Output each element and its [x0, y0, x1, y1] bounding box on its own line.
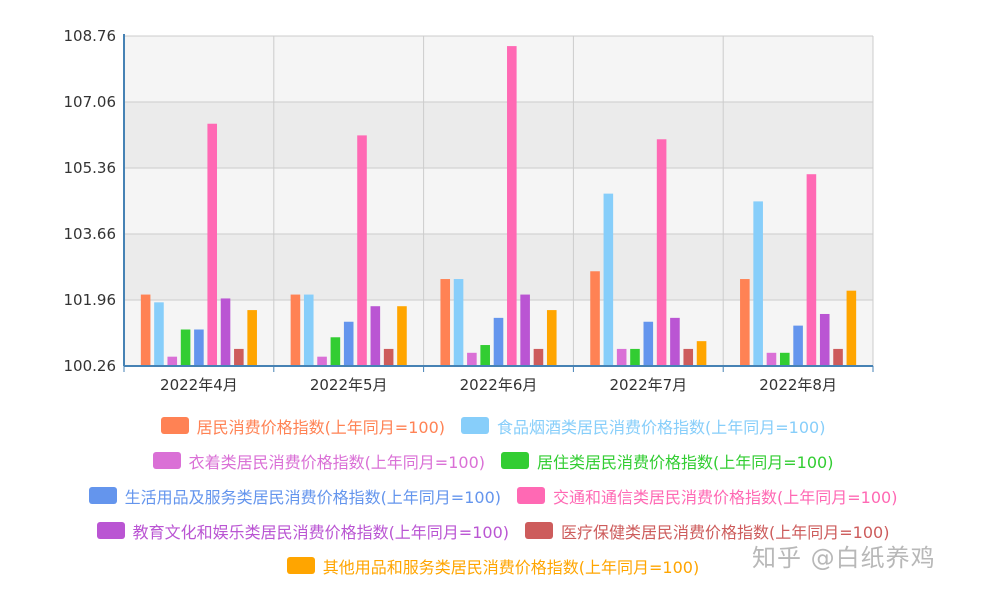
bar [819, 313, 830, 366]
bar [207, 123, 218, 366]
legend-row: 其他用品和服务类居民消费价格指数(上年同月=100) [0, 548, 986, 583]
bar [643, 321, 654, 366]
bar [616, 348, 627, 366]
legend-item-medical[interactable]: 医疗保健类居民消费价格指数(上年同月=100) [525, 519, 889, 543]
legend-swatch [525, 522, 553, 539]
bar [766, 352, 777, 366]
x-tick-label: 2022年8月 [759, 376, 837, 394]
y-tick-label: 107.06 [64, 93, 117, 111]
bar [234, 348, 244, 366]
bar [290, 294, 301, 366]
legend-swatch [160, 417, 189, 434]
bar [480, 345, 490, 366]
bar [247, 310, 257, 366]
bar [167, 356, 178, 366]
bar [590, 271, 600, 366]
bar [806, 174, 817, 366]
bar [140, 294, 151, 366]
bar [846, 290, 857, 366]
bar [330, 337, 341, 366]
bar [546, 310, 557, 366]
legend-row: 教育文化和娱乐类居民消费价格指数(上年同月=100) 医疗保健类居民消费价格指数… [0, 513, 986, 548]
legend-item-housing[interactable]: 居住类居民消费价格指数(上年同月=100) [501, 449, 833, 473]
bar [154, 302, 164, 366]
grid-band [124, 102, 873, 168]
bar [370, 306, 381, 366]
bar [317, 356, 327, 366]
legend-row: 衣着类居民消费价格指数(上年同月=100) 居住类居民消费价格指数(上年同月=1… [0, 443, 986, 478]
y-tick-label: 100.26 [64, 357, 117, 375]
legend-label: 教育文化和娱乐类居民消费价格指数(上年同月=100) [132, 522, 509, 542]
bar [467, 352, 477, 366]
legend-swatch [286, 557, 315, 574]
y-tick-label: 101.96 [64, 291, 117, 309]
cpi-bar-chart: 100.26 101.96 103.66 105.36 107.06 108.76 2022… [64, 27, 874, 394]
legend-swatch [152, 452, 181, 469]
legend-label: 生活用品及服务类居民消费价格指数(上年同月=100) [124, 487, 501, 507]
legend-item-household[interactable]: 生活用品及服务类居民消费价格指数(上年同月=100) [88, 484, 501, 508]
legend-item-transport[interactable]: 交通和通信类居民消费价格指数(上年同月=100) [517, 484, 897, 508]
bar [383, 348, 394, 366]
bar [656, 139, 667, 366]
x-tick-label: 2022年4月 [160, 376, 238, 394]
bar [603, 193, 614, 366]
bar [630, 348, 640, 366]
bar [753, 201, 763, 366]
bar [397, 306, 407, 366]
legend-swatch [96, 522, 125, 539]
bar [357, 135, 367, 366]
legend-item-clothing[interactable]: 衣着类居民消费价格指数(上年同月=100) [152, 449, 485, 473]
grid-band [124, 36, 873, 102]
bar [520, 294, 530, 366]
bar [343, 321, 354, 366]
bar [793, 325, 803, 366]
legend-label: 交通和通信类居民消费价格指数(上年同月=100) [553, 487, 898, 507]
bar [180, 329, 191, 366]
chart-legend: 居民消费价格指数(上年同月=100) 食品烟酒类居民消费价格指数(上年同月=10… [0, 408, 986, 583]
y-tick-label: 108.76 [64, 27, 117, 45]
bar [779, 352, 790, 366]
x-tick-label: 2022年7月 [609, 376, 687, 394]
bar [696, 341, 707, 366]
legend-swatch [461, 417, 489, 434]
legend-item-cpi[interactable]: 居民消费价格指数(上年同月=100) [160, 414, 445, 438]
legend-item-education[interactable]: 教育文化和娱乐类居民消费价格指数(上年同月=100) [96, 519, 509, 543]
bar [220, 298, 231, 366]
legend-item-other[interactable]: 其他用品和服务类居民消费价格指数(上年同月=100) [286, 554, 700, 578]
bar [833, 348, 843, 366]
bar [303, 294, 314, 366]
bar [194, 329, 204, 366]
legend-row: 居民消费价格指数(上年同月=100) 食品烟酒类居民消费价格指数(上年同月=10… [0, 408, 986, 443]
legend-swatch [88, 487, 117, 504]
y-tick-label: 105.36 [64, 159, 117, 177]
legend-label: 居民消费价格指数(上年同月=100) [196, 417, 445, 437]
legend-label: 其他用品和服务类居民消费价格指数(上年同月=100) [322, 557, 700, 577]
legend-swatch [517, 487, 545, 504]
watermark-text: 知乎 @白纸养鸡 [752, 544, 936, 572]
legend-swatch [501, 452, 529, 469]
bar [507, 46, 517, 366]
legend-item-food[interactable]: 食品烟酒类居民消费价格指数(上年同月=100) [461, 414, 825, 438]
bar [493, 317, 504, 366]
bar [670, 317, 680, 366]
bar [533, 348, 544, 366]
x-tick-label: 2022年5月 [310, 376, 388, 394]
legend-label: 居住类居民消费价格指数(上年同月=100) [537, 452, 834, 472]
bar [453, 279, 464, 366]
y-tick-label: 103.66 [64, 225, 117, 243]
bar [683, 348, 694, 366]
x-tick-label: 2022年6月 [460, 376, 538, 394]
bar [440, 279, 451, 366]
legend-label: 衣着类居民消费价格指数(上年同月=100) [188, 452, 485, 472]
legend-label: 食品烟酒类居民消费价格指数(上年同月=100) [497, 417, 826, 437]
bar [740, 279, 750, 366]
grid-band [124, 168, 873, 234]
legend-row: 生活用品及服务类居民消费价格指数(上年同月=100) 交通和通信类居民消费价格指… [0, 478, 986, 513]
legend-label: 医疗保健类居民消费价格指数(上年同月=100) [561, 522, 890, 542]
